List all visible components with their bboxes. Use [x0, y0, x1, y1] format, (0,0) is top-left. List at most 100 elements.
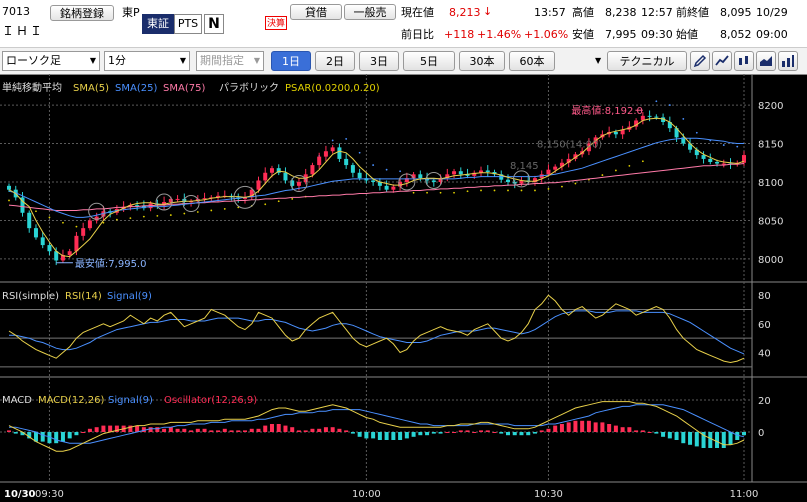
line-chart-icon[interactable] — [712, 51, 732, 71]
candle-body — [40, 237, 45, 246]
chart-area[interactable]: 8000 8050 8100 8150 8200 40 60 80 0 20 最高値:8,192.0… — [0, 74, 807, 502]
open-label: 始値 — [676, 28, 698, 41]
macd-oscillator-bar — [640, 430, 645, 432]
range-button-2[interactable]: 3日 — [359, 51, 399, 71]
psar-dot — [736, 145, 739, 148]
candle-body — [566, 158, 571, 163]
general-sell-button[interactable]: 一般売 — [344, 4, 396, 20]
candle-body — [667, 122, 672, 129]
bar-chart-icon[interactable] — [778, 51, 798, 71]
prev-close-value: 8,095 — [720, 6, 752, 19]
signal-circle-marker — [88, 202, 106, 220]
tab-pts[interactable]: PTS — [174, 14, 202, 34]
nikkei-logo-icon[interactable]: N — [204, 14, 224, 34]
pencil-icon[interactable] — [690, 51, 710, 71]
price-legend-item: SMA(75) — [163, 83, 205, 94]
earnings-badge[interactable]: 決算 — [265, 16, 287, 30]
candle-body — [445, 174, 450, 179]
candle-body — [742, 155, 746, 163]
macd-oscillator-bar — [742, 432, 746, 436]
psar-dot — [722, 144, 725, 146]
chevron-down-icon[interactable]: ▼ — [595, 56, 602, 65]
candle-body — [505, 179, 510, 182]
psar-dot — [115, 218, 118, 221]
candle-body — [54, 251, 59, 261]
psar-dot — [534, 189, 536, 192]
high-value: 8,238 — [605, 6, 637, 19]
register-button[interactable]: 銘柄登録 — [50, 5, 114, 21]
margin-button[interactable]: 貸借 — [290, 4, 342, 20]
macd-oscillator-bar — [566, 422, 571, 432]
chart-type-select[interactable]: ローソク足 ▼ — [2, 51, 100, 71]
candle-body — [458, 171, 463, 175]
price-legend-item: 単純移動平均 — [2, 81, 62, 94]
price-tick-label: 8200 — [758, 101, 783, 112]
candle-body — [128, 205, 133, 207]
candle-body — [330, 147, 335, 152]
candle-body — [398, 182, 403, 187]
range-button-1[interactable]: 2日 — [315, 51, 355, 71]
candle-body — [586, 143, 591, 152]
range-button-4[interactable]: 30本 — [459, 51, 505, 71]
candle-body — [694, 149, 699, 156]
candle-body — [654, 116, 659, 118]
candle-body — [384, 185, 389, 190]
macd-oscillator-bar — [310, 428, 315, 432]
psar-dot — [412, 191, 415, 194]
psar-dot — [439, 191, 442, 194]
candle-body — [33, 228, 38, 238]
chevron-down-icon: ▼ — [89, 56, 96, 65]
candle-body — [182, 198, 187, 202]
macd-oscillator-bar — [391, 432, 396, 440]
psar-dot — [129, 217, 132, 220]
macd-oscillator-bar — [189, 430, 194, 432]
price-tick-label: 8100 — [758, 178, 783, 189]
area-chart-icon[interactable] — [756, 51, 776, 71]
macd-oscillator-bar — [54, 432, 59, 444]
interval-value: 1分 — [108, 54, 126, 67]
macd-oscillator-bar — [128, 425, 133, 432]
macd-oscillator-bar — [33, 432, 38, 442]
tab-tse[interactable]: 東証 — [142, 14, 174, 34]
psar-dot — [62, 221, 64, 224]
candle-chart-icon[interactable] — [734, 51, 754, 71]
range-button-3[interactable]: 5日 — [403, 51, 455, 71]
candle-body — [243, 197, 248, 199]
macd-oscillator-bar — [667, 432, 672, 439]
macd-oscillator-bar — [290, 427, 295, 432]
period-select[interactable]: 期間指定 ▼ — [196, 51, 264, 71]
range-button-0[interactable]: 1日 — [271, 51, 311, 71]
macd-oscillator-bar — [485, 430, 490, 432]
signal-circle-marker — [155, 193, 173, 211]
candle-body — [216, 195, 221, 198]
psar-value-label-2: 8,145 — [510, 161, 539, 172]
technical-button[interactable]: テクニカル — [607, 51, 687, 71]
psar-dot — [453, 191, 455, 194]
candle-body — [708, 158, 713, 162]
macd-oscillator-bar — [431, 432, 436, 434]
signal-circle-marker — [398, 173, 416, 191]
candle-body — [532, 178, 537, 182]
psar-dot — [264, 203, 267, 206]
candle-body — [553, 166, 558, 170]
candle-body — [276, 168, 281, 173]
quote-header: 7013 ＩＨＩ 銘柄登録 東P 東証 PTS N 決算 貸借 一般売 現在値 … — [0, 0, 807, 47]
macd-oscillator-bar — [559, 424, 564, 432]
time-tick-label: 10:00 — [352, 489, 381, 500]
interval-select[interactable]: 1分 ▼ — [104, 51, 190, 71]
psar-dot — [399, 170, 402, 173]
macd-oscillator-bar — [364, 432, 369, 439]
macd-oscillator-bar — [296, 430, 301, 432]
macd-oscillator-bar — [148, 427, 153, 432]
psar-dot — [169, 214, 172, 216]
macd-oscillator-bar — [661, 432, 666, 437]
macd-oscillator-bar — [526, 432, 531, 436]
macd-oscillator-bar — [613, 425, 618, 432]
candle-body — [344, 158, 349, 166]
macd-oscillator-bar — [472, 432, 477, 433]
candle-body — [357, 172, 362, 179]
range-button-5[interactable]: 60本 — [509, 51, 555, 71]
time-tick-label: 11:00 — [730, 489, 759, 500]
candle-body — [688, 143, 693, 150]
psar-dot — [655, 100, 658, 103]
